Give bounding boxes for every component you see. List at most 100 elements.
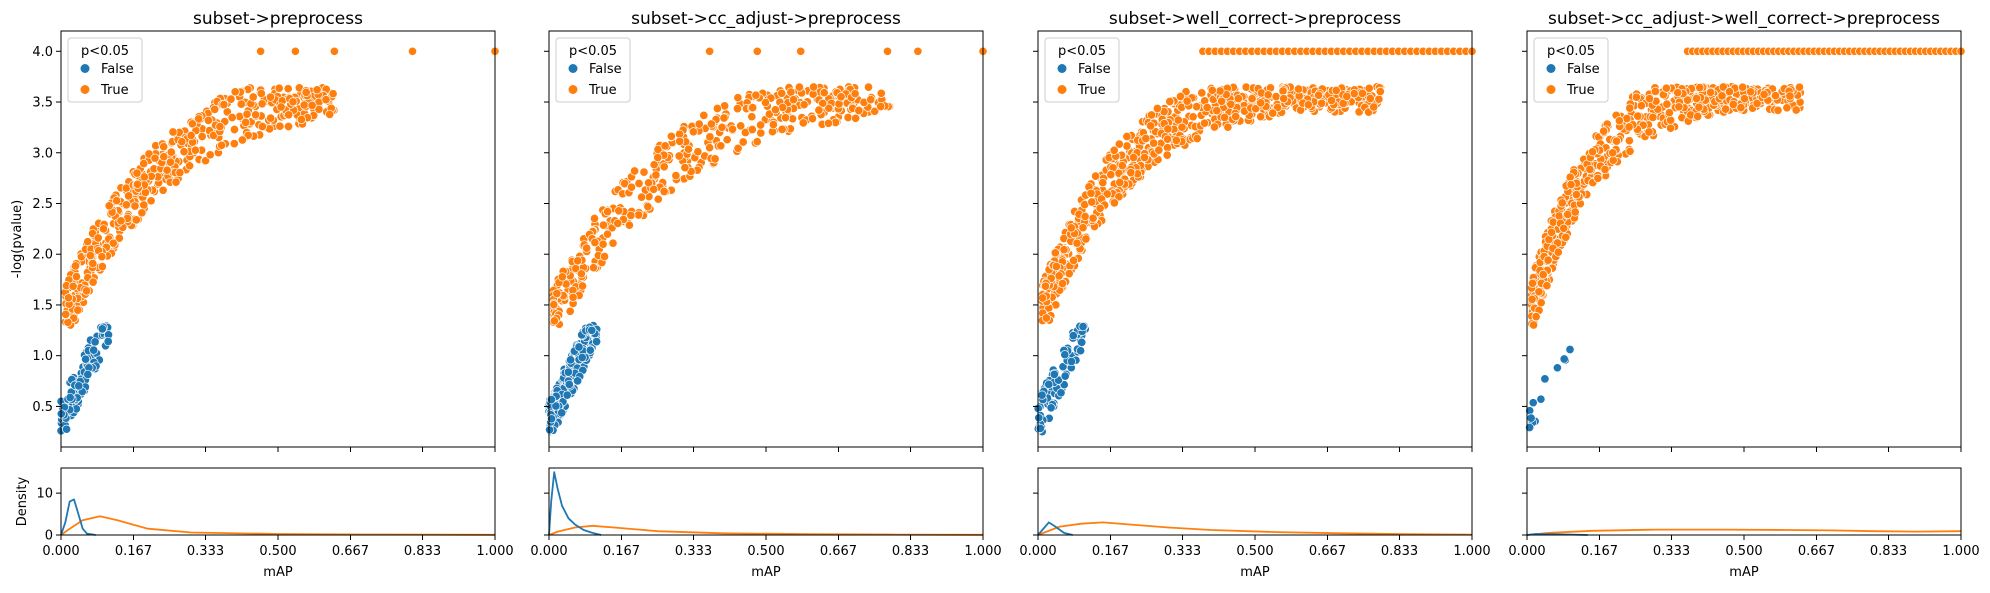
data-point-true — [1527, 294, 1537, 304]
data-point-true — [565, 306, 575, 316]
data-point-true — [777, 88, 787, 98]
data-point-true — [1599, 126, 1609, 136]
x-tick-label: 1.000 — [1942, 544, 1979, 559]
data-point-true — [674, 151, 684, 161]
data-point-true — [1625, 146, 1635, 156]
density-line-true — [60, 515, 496, 536]
density-line-false — [60, 498, 96, 536]
data-point-true — [83, 237, 93, 247]
data-point-true — [1648, 112, 1658, 122]
data-point-true — [590, 237, 600, 248]
data-point-true — [312, 85, 322, 95]
data-point-true — [1109, 145, 1119, 155]
data-point-true — [727, 124, 738, 134]
data-point-false — [1066, 356, 1077, 367]
y-tick-label: 1.0 — [32, 349, 53, 364]
data-point-true — [1695, 83, 1705, 93]
x-tick-label: 0.333 — [1653, 544, 1690, 559]
data-point-true — [73, 305, 83, 315]
data-point-false — [97, 324, 107, 334]
data-point-true — [1314, 90, 1324, 100]
data-point-true — [756, 128, 766, 138]
data-point-true — [1162, 150, 1172, 160]
data-point-true — [307, 100, 317, 110]
x-tick-label: 1.000 — [476, 544, 513, 559]
data-point-true — [738, 137, 748, 147]
density-frame — [1526, 467, 1962, 536]
data-point-true — [1141, 133, 1151, 144]
data-point-true — [131, 215, 141, 225]
data-point-true — [807, 114, 818, 124]
data-point-true — [736, 121, 746, 131]
legend-marker-true — [80, 85, 90, 94]
data-point-true — [589, 213, 600, 224]
legend-label-true: True — [588, 83, 617, 98]
legend-marker-false — [568, 64, 578, 73]
data-point-true — [1040, 281, 1051, 291]
data-point-false — [1078, 322, 1088, 332]
y-tick-label: 3.0 — [32, 146, 53, 161]
data-point-true — [854, 105, 864, 116]
data-point-true — [1738, 82, 1748, 92]
data-point-true — [651, 170, 661, 180]
data-point-false — [573, 376, 583, 386]
data-point-true — [1098, 178, 1108, 188]
data-point-true — [747, 124, 757, 135]
data-point-true — [843, 112, 853, 123]
data-point-true — [1728, 99, 1738, 110]
data-point-true — [1546, 227, 1557, 237]
data-point-false — [90, 337, 100, 347]
data-point-true — [266, 113, 276, 123]
data-point-true — [1122, 131, 1132, 142]
x-tick-label: 0.500 — [747, 544, 784, 559]
data-point-true — [1342, 91, 1352, 101]
data-point-false — [557, 408, 567, 418]
data-point-true — [1091, 171, 1101, 181]
data-point-true — [194, 114, 204, 124]
data-point-true — [809, 82, 819, 92]
data-point-true — [124, 191, 134, 201]
data-point-true — [768, 120, 778, 130]
data-point-true — [283, 121, 294, 132]
data-point-true — [786, 87, 796, 97]
data-point-true — [1600, 164, 1610, 175]
data-point-false — [1559, 354, 1569, 364]
data-point-true — [162, 165, 172, 175]
legend: p<0.05 False True — [67, 37, 143, 103]
legend-label-false: False — [101, 62, 134, 77]
data-point-true — [236, 99, 246, 109]
data-point-false — [1034, 413, 1044, 423]
data-point-true — [1163, 134, 1173, 144]
data-point-true — [666, 131, 676, 141]
data-point-true — [1146, 110, 1157, 120]
data-point-true — [649, 160, 659, 170]
data-point-true — [1633, 111, 1643, 121]
data-point-true — [634, 210, 644, 220]
data-point-false — [1528, 398, 1538, 408]
data-point-true — [794, 82, 804, 92]
data-point-false — [1060, 350, 1070, 360]
data-point-true — [1251, 104, 1261, 114]
data-point-true — [1215, 86, 1225, 96]
data-point-true — [1644, 94, 1655, 104]
data-point-true — [230, 87, 240, 97]
data-point-true — [603, 207, 613, 217]
data-point-true — [688, 127, 698, 137]
data-point-true — [1785, 91, 1795, 101]
data-point-true — [1066, 223, 1076, 233]
data-point-true — [705, 46, 715, 56]
data-point-true — [1279, 94, 1289, 104]
data-point-true — [329, 46, 339, 56]
data-point-true — [159, 142, 169, 152]
data-point-true — [296, 114, 306, 125]
data-point-true — [1644, 127, 1654, 137]
data-point-true — [274, 83, 284, 93]
legend: p<0.05 False True — [555, 37, 631, 103]
data-point-true — [659, 162, 669, 172]
data-point-true — [130, 201, 140, 211]
panel-title: subset->cc_adjust->preprocess — [631, 9, 901, 29]
data-point-true — [752, 46, 762, 56]
data-point-true — [602, 229, 613, 239]
x-tick-label: 0.000 — [530, 544, 567, 559]
y-tick-label: 0.5 — [32, 400, 53, 415]
